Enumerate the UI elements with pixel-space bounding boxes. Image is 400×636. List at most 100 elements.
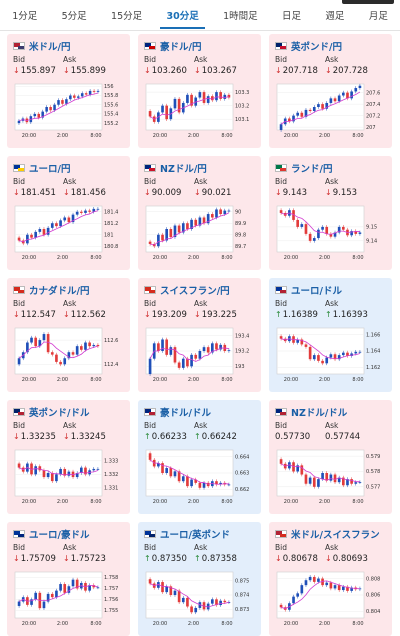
pair-name[interactable]: NZドル/ドル [291,407,348,419]
price-chart[interactable]: 0.662 0.663 0.664 20:00 2:00 8:00 [144,448,255,508]
candle-body [198,482,202,488]
rate-card[interactable]: 米ドル/スイスフラン Bid Ask ↓0.80678 ↓0.80693 0.804 0.8… [269,522,392,636]
tab-timeframe-2[interactable]: 15分足 [111,11,143,22]
pair-name[interactable]: 米ドル/円 [29,41,71,53]
bid-price: ↓181.451 [13,188,63,198]
ask-value: 0.87358 [201,554,237,564]
moving-average-line [18,210,99,243]
rate-card[interactable]: ランド/円 Bid Ask ↓9.143 ↓9.153 9.14 9.15 20:00 2:00… [269,156,392,270]
plot-area [276,449,365,497]
price-chart[interactable]: 0.873 0.874 0.875 20:00 2:00 8:00 [144,570,255,630]
flag-icon [13,285,25,294]
price-values: ↓1.75709 ↓1.75723 [13,553,124,565]
price-chart[interactable]: 1.755 1.756 1.757 1.758 20:00 2:00 8:00 [13,570,124,630]
pair-name[interactable]: 米ドル/スイスフラン [291,529,380,541]
pair-name[interactable]: NZドル/円 [160,163,207,175]
rate-card[interactable]: 英ポンド/ドル Bid Ask ↓1.33235 ↓1.33245 1.331 1.332 1… [7,400,130,514]
pair-name[interactable]: 英ポンド/ドル [29,407,90,419]
candle-body [321,360,324,364]
plot-area [276,83,365,131]
tab-timeframe-5[interactable]: 日足 [282,11,302,22]
price-chart[interactable]: 0.804 0.806 0.808 20:00 2:00 8:00 [275,570,386,630]
candle-body [88,342,91,347]
pair-name[interactable]: ランド/円 [291,163,333,175]
candle-body [169,586,173,595]
candle-body [37,113,41,118]
ask-label: Ask [63,543,77,552]
pair-name[interactable]: カナダドル/円 [29,285,90,297]
tab-timeframe-7[interactable]: 月足 [368,11,388,22]
pair-name[interactable]: ユーロ/円 [29,163,71,175]
y-tick-label: 0.577 [366,485,380,491]
x-tick-label: 2:00 [319,377,330,383]
price-chart[interactable]: 207 207.2 207.4 207.6 20:00 2:00 8:00 [275,82,386,142]
rate-card[interactable]: ユーロ/円 Bid Ask ↓181.451 ↓181.456 180.8 181 181.2… [7,156,130,270]
price-chart[interactable]: 112.4 112.6 20:00 2:00 8:00 [13,326,124,386]
pair-name[interactable]: ユーロ/英ポンド [160,529,230,541]
arrow-up-icon: ↑ [144,432,151,441]
pair-name[interactable]: 豪ドル/ドル [160,407,211,419]
candle-body [210,214,214,218]
price-chart[interactable]: 1.162 1.164 1.166 20:00 2:00 8:00 [275,326,386,386]
pair-name[interactable]: 英ポンド/円 [291,41,342,53]
header-account-badge[interactable] [342,0,394,4]
candle-body [279,210,283,213]
card-header: 米ドル/円 [13,38,124,53]
price-chart[interactable]: 0.577 0.578 0.579 20:00 2:00 8:00 [275,448,386,508]
rate-card[interactable]: スイスフラン/円 Bid Ask ↓193.209 ↓193.225 193 193.2 19… [138,278,261,392]
candle-body [181,597,185,603]
rate-card[interactable]: ユーロ/豪ドル Bid Ask ↓1.75709 ↓1.75723 1.755 1.756 1… [7,522,130,636]
rate-card[interactable]: 英ポンド/円 Bid Ask ↓207.718 ↓207.728 207 207.2 207.… [269,34,392,148]
x-tick-label: 8:00 [352,133,363,139]
price-chart[interactable]: 193 193.2 193.4 20:00 2:00 8:00 [144,326,255,386]
price-chart[interactable]: 180.8 181 181.2 181.4 20:00 2:00 8:00 [13,204,124,264]
ask-value: 0.57744 [325,432,361,442]
x-tick-label: 20:00 [22,499,36,505]
x-tick-label: 2:00 [188,499,199,505]
tab-timeframe-3[interactable]: 30分足 [154,0,211,30]
rate-card[interactable]: NZドル/円 Bid Ask ↓90.009 ↓90.021 89.7 89.8 89.9 90… [138,156,261,270]
bid-label: Bid [144,421,156,430]
price-chart[interactable]: 9.14 9.15 20:00 2:00 8:00 [275,204,386,264]
rate-card[interactable]: カナダドル/円 Bid Ask ↓112.547 ↓112.562 112.4 112.6 2… [7,278,130,392]
rate-card[interactable]: 米ドル/円 Bid Ask ↓155.897 ↓155.899 155.2 155.4 155… [7,34,130,148]
candle-body [190,94,193,106]
pair-name[interactable]: スイスフラン/円 [160,285,230,297]
price-chart[interactable]: 103.1 103.2 103.3 20:00 2:00 8:00 [144,82,255,142]
rate-card[interactable]: ユーロ/ドル Bid Ask ↑1.16389 ↑1.16393 1.162 1.164 1.… [269,278,392,392]
tab-timeframe-6[interactable]: 週足 [325,11,345,22]
y-tick-label: 0.875 [235,578,249,584]
pair-name[interactable]: ユーロ/豪ドル [29,529,90,541]
bid-value: 1.75709 [20,554,56,564]
rate-card[interactable]: 豪ドル/円 Bid Ask ↓103.260 ↓103.267 103.1 103.2 103… [138,34,261,148]
tab-timeframe-0[interactable]: 1分足 [12,11,38,22]
price-chart[interactable]: 155.2 155.4 155.6 155.8 156 20:00 2:00 8:00 [13,82,124,142]
candle-body [337,355,341,360]
ask-price: ↓155.899 [63,66,113,76]
arrow-down-icon: ↓ [194,66,201,75]
rate-card[interactable]: NZドル/ドル Bid Ask 0.57730 0.57744 0.577 0.578 0.5… [269,400,392,514]
arrow-up-icon: ↑ [325,310,332,319]
price-chart[interactable]: 89.7 89.8 89.9 90 20:00 2:00 8:00 [144,204,255,264]
bid-value: 1.33235 [20,432,56,442]
y-tick-label: 0.804 [366,609,380,615]
price-labels: Bid Ask [275,177,386,187]
x-tick-label: 2:00 [188,133,199,139]
rate-card[interactable]: 豪ドル/ドル Bid Ask ↑0.66233 ↑0.66242 0.662 0.663 0.… [138,400,261,514]
price-chart[interactable]: 1.331 1.332 1.333 20:00 2:00 8:00 [13,448,124,508]
candle-body [63,468,67,476]
pair-name[interactable]: 豪ドル/円 [160,41,202,53]
x-tick-label: 20:00 [22,255,36,261]
tab-timeframe-4[interactable]: 1時間足 [223,11,258,22]
y-tick-label: 193.4 [235,333,249,339]
bid-price: ↓155.897 [13,66,63,76]
candle-body [50,473,54,482]
price-values: ↓0.80678 ↓0.80693 [275,553,386,565]
pair-name[interactable]: ユーロ/ドル [291,285,342,297]
candle-body [177,590,181,603]
tab-timeframe-1[interactable]: 5分足 [61,11,87,22]
candle-body [190,479,193,487]
candle-body [279,124,283,130]
rate-card[interactable]: ユーロ/英ポンド Bid Ask ↑0.87350 ↑0.87358 0.873 0.874… [138,522,261,636]
bid-value: 112.547 [20,310,56,320]
